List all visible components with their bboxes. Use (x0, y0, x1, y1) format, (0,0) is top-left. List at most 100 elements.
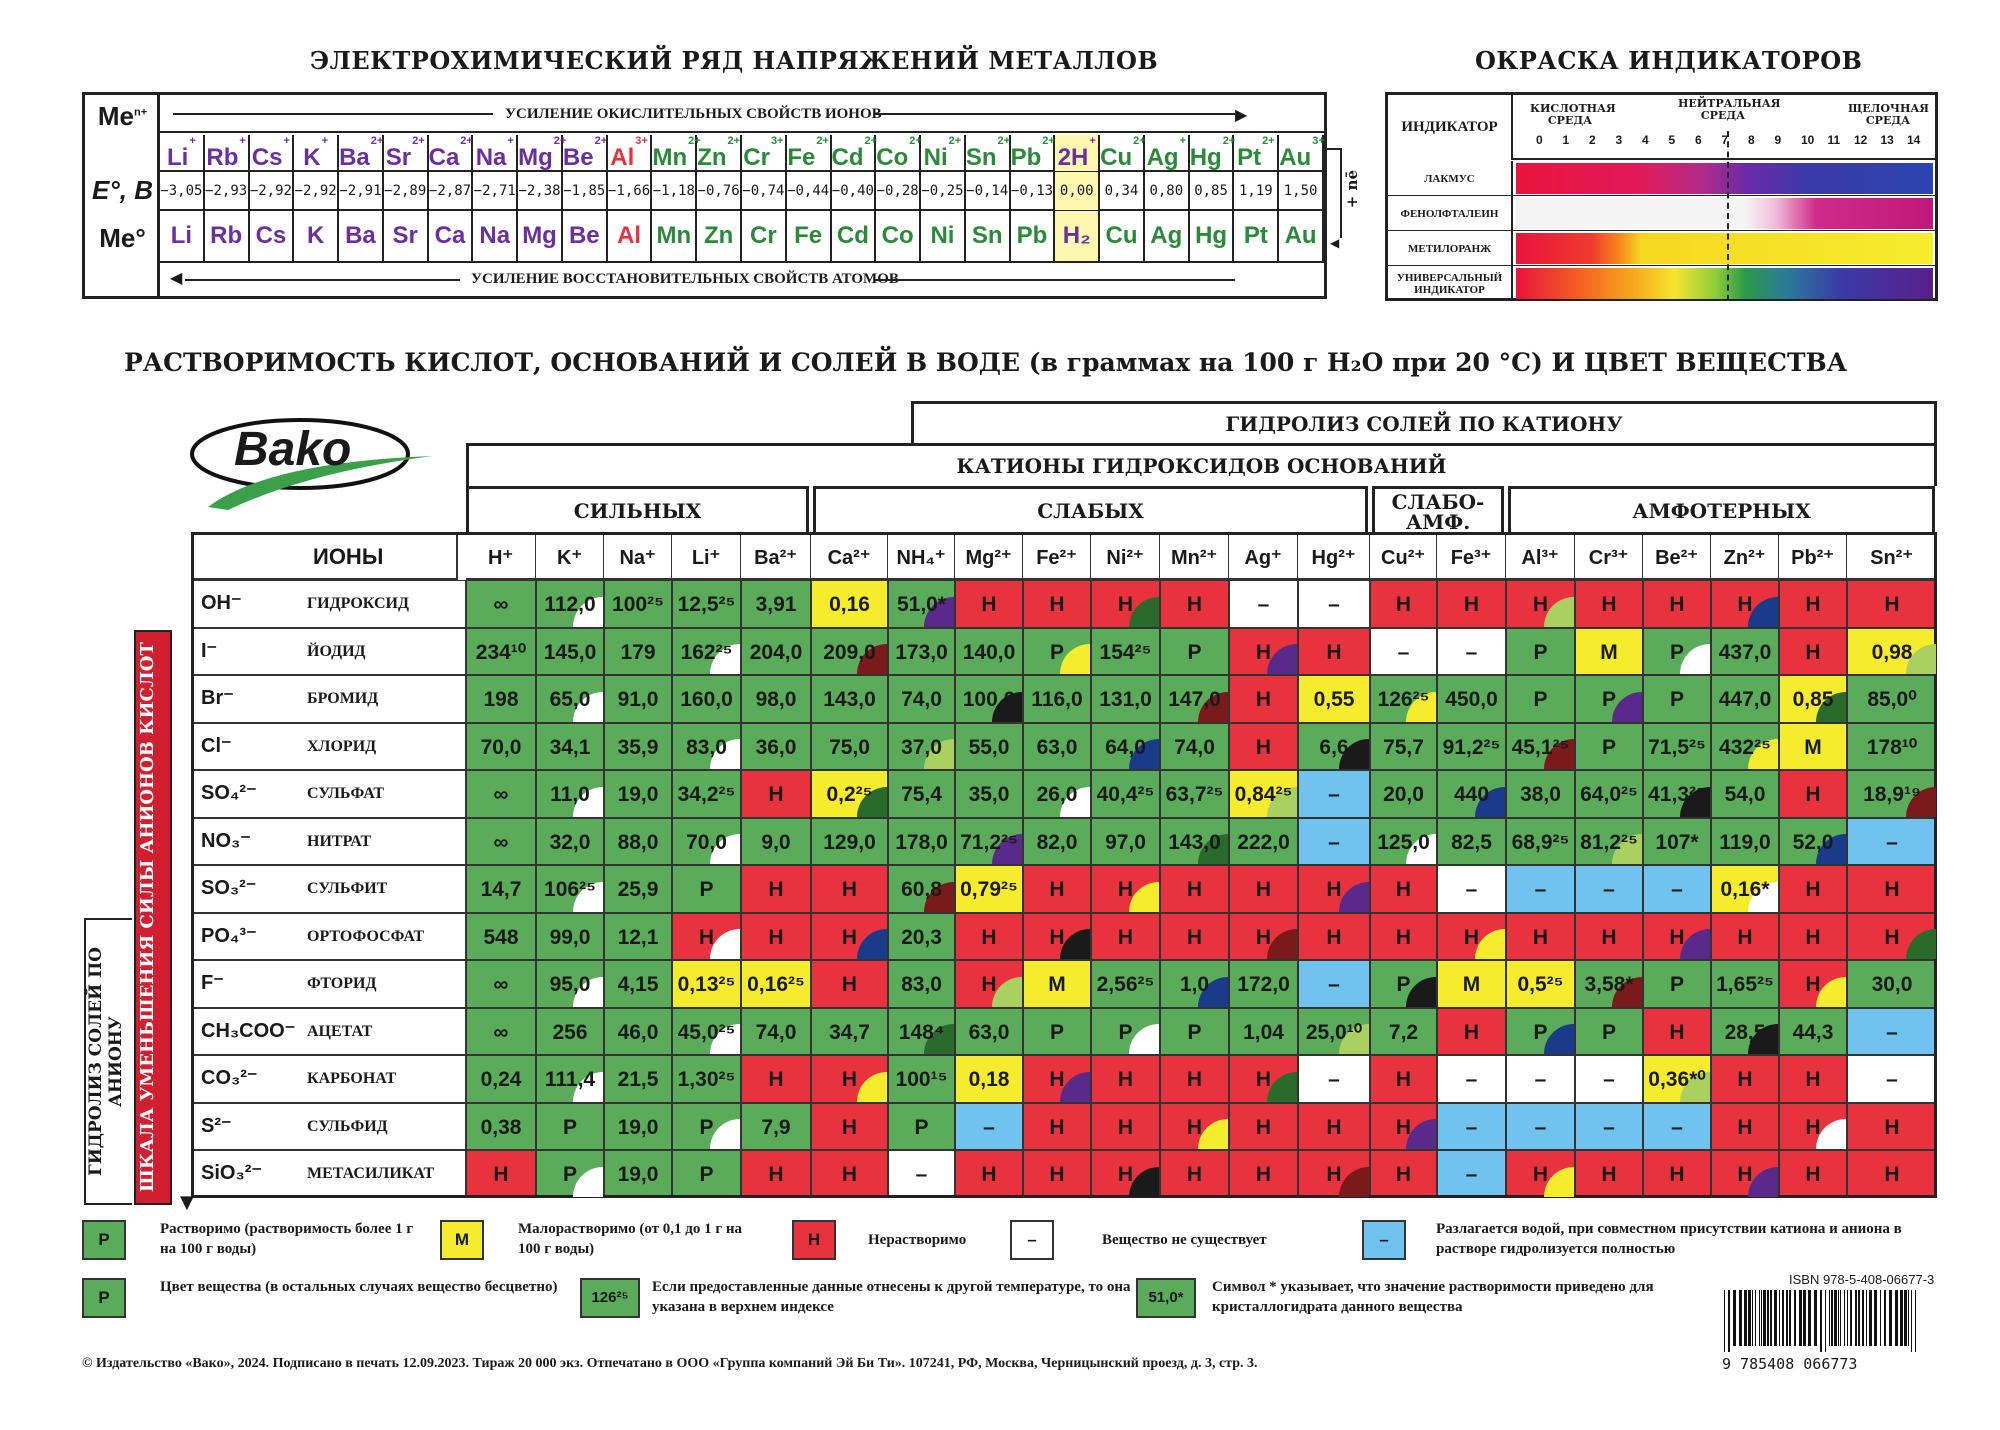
solubility-cell: – (1229, 580, 1298, 628)
solubility-value: 37,0 (901, 735, 942, 759)
solubility-value: Н (1117, 1115, 1134, 1139)
solubility-cell: 91,0 (604, 675, 672, 723)
solubility-value: 65,0 (549, 688, 591, 711)
solubility-cell: Н (1160, 865, 1229, 913)
legend-description: Малорастворимо (от 0,1 до 1 г на 100 г в… (518, 1221, 743, 1257)
solubility-cell: Н (741, 770, 811, 818)
solubility-cell: 4,15 (604, 960, 672, 1008)
solubility-cell: 99,0 (536, 912, 604, 960)
ecs-potential-cell: −2,71 (473, 172, 519, 210)
solubility-cell: Н (466, 1150, 536, 1198)
solubility-cell: ∞ (466, 770, 536, 818)
barcode-bar (1900, 1290, 1903, 1346)
ecs-cation-cell: Cs+ (250, 135, 295, 171)
barcode-bar (1820, 1290, 1822, 1352)
solubility-value: 0,79²⁵ (960, 878, 1018, 901)
solubility-value: Н (768, 1163, 784, 1186)
solubility-value: 70,0 (686, 830, 727, 854)
solubility-value: Р (1533, 1020, 1548, 1044)
solubility-cell: 1,0 (1160, 960, 1229, 1008)
solubility-cell: ∞ (466, 1007, 536, 1055)
solubility-value: 450,0 (1445, 688, 1498, 711)
legend-description: Символ * указывает, что значение раствор… (1212, 1279, 1654, 1315)
solubility-value: Н (1395, 1115, 1412, 1139)
solubility-value: Н (1805, 925, 1821, 949)
ecs-cation-symbol: Na (475, 144, 507, 171)
ecs-metal-cell: Ni (921, 211, 966, 261)
ecs-cation-cell: Pb2+ (1011, 135, 1056, 171)
solubility-value: – (1534, 1115, 1547, 1139)
solubility-value: Н (1463, 593, 1480, 616)
solubility-cell: – (1437, 1055, 1506, 1103)
solubility-value: 83,0 (686, 735, 727, 759)
ecs-potential-cell: −2,87 (429, 172, 474, 210)
solubility-value: 38,0 (1520, 783, 1561, 806)
solubility-cell: Н (1575, 912, 1643, 960)
solubility-cell: 3,58* (1575, 960, 1643, 1008)
solubility-cell: 143,0 (1160, 817, 1229, 865)
barcode-bar (1774, 1290, 1777, 1346)
ecs-metal-cell: Rb (205, 211, 250, 261)
ecs-top-arrow-line (173, 113, 493, 115)
ecs-cation-symbol: Mg (518, 144, 553, 171)
ph-tick-label: 2 (1589, 133, 1596, 147)
solubility-value: 0,16²⁵ (747, 973, 805, 996)
substance-color-wedge (1544, 596, 1574, 627)
solubility-value: Н (1326, 1115, 1342, 1139)
ecs-row-labels: Men+ E°, B Me° (85, 95, 160, 296)
solubility-cell: 1,30²⁵ (672, 1055, 741, 1103)
solubility-value: Н (1532, 925, 1549, 949)
solubility-value: Н (981, 925, 997, 949)
ind-env-alkaline: ЩЕЛОЧНАЯ СРЕДА (1848, 102, 1930, 127)
solubility-value: 1,30²⁵ (677, 1068, 736, 1091)
ecs-potential-cell: −0,44 (787, 172, 832, 210)
ecs-cation-charge: 3+ (635, 135, 648, 147)
ecs-potential-cell: −0,74 (742, 172, 787, 210)
anion-name: СУЛЬФИТ (307, 880, 388, 897)
solubility-value: Н (1884, 1163, 1900, 1186)
ecs-potential-cell: −0,25 (921, 172, 966, 210)
solubility-cell: 63,0 (955, 1007, 1023, 1055)
solubility-cell: Р (1575, 675, 1643, 723)
solubility-cell: Н (1229, 675, 1298, 723)
ecs-cation-symbol: Cd (831, 144, 864, 171)
ph-tick-label: 8 (1748, 133, 1755, 147)
cation-header: Mg²⁺ (955, 532, 1023, 580)
barcode-bar (1803, 1290, 1806, 1346)
substance-color-wedge (1267, 644, 1297, 674)
solubility-cell: 83,0 (672, 722, 741, 770)
solubility-cell: Н (1160, 580, 1229, 628)
barcode-bar (1847, 1290, 1848, 1346)
solubility-cell: 9,0 (741, 817, 811, 865)
solubility-cell: Н (811, 1055, 888, 1103)
solubility-cell: 63,7²⁵ (1160, 770, 1229, 818)
solubility-value: 60,8 (901, 878, 942, 901)
barcode-bar (1869, 1290, 1872, 1346)
legend-swatch: – (1010, 1220, 1054, 1260)
ecs-cation-cell: Mn2+ (652, 135, 701, 171)
solubility-value: – (1465, 640, 1478, 664)
solubility-value: Н (768, 878, 784, 901)
isbn-text: ISBN 978-5-408-06677-3 (1789, 1272, 1935, 1287)
solubility-value: 19,0 (617, 1163, 659, 1186)
solubility-cell: – (1437, 627, 1506, 675)
ph-tick-label: 14 (1907, 133, 1921, 147)
ecs-metal-cell: Li (160, 211, 205, 261)
solubility-value: 54,0 (1724, 783, 1766, 806)
solubility-cell: 97,0 (1091, 817, 1160, 865)
anion-name: ФТОРИД (307, 975, 377, 992)
solubility-value: 111,4 (544, 1068, 596, 1091)
ecs-metal-cell: H₂ (1055, 211, 1101, 261)
solubility-value: 209,0 (823, 640, 876, 664)
ecs-cation-cell: Cr3+ (742, 135, 787, 171)
solubility-value: Н (1805, 593, 1821, 616)
ions-header-cell: ИОНЫ (191, 532, 458, 580)
solubility-value: Р (562, 1115, 577, 1139)
solubility-cell: Н (1091, 1055, 1160, 1103)
ecs-cation-symbol: Al (610, 144, 635, 171)
solubility-value: – (1465, 1163, 1478, 1186)
solubility-cell: – (1643, 1102, 1711, 1150)
solubility-cell: Р (672, 1102, 741, 1150)
solubility-value: 447,0 (1718, 688, 1772, 711)
solubility-cell: 440 (1437, 770, 1506, 818)
